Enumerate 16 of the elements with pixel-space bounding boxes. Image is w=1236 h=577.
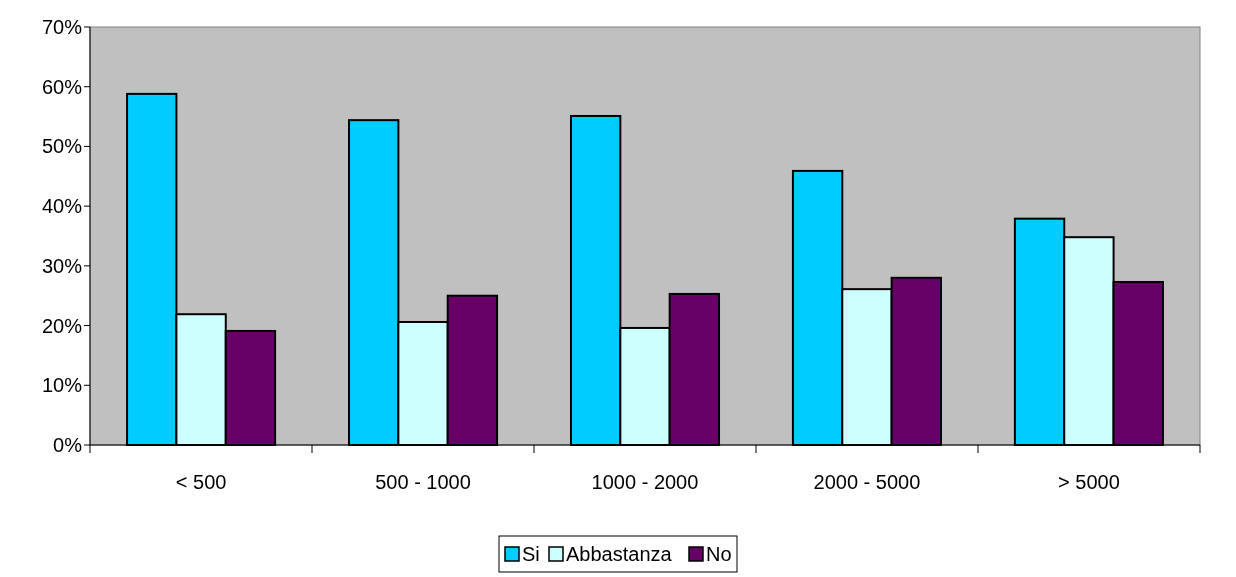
y-tick-label: 50%: [41, 135, 83, 158]
x-tick-label: > 5000: [1058, 471, 1120, 493]
x-tick-label: < 500: [175, 471, 227, 493]
y-tick-label: 70%: [41, 16, 83, 38]
y-tick-label: 10%: [41, 374, 83, 397]
y-tick-label: 20%: [41, 314, 83, 337]
y-tick-label: 60%: [41, 75, 83, 98]
y-tick-label: 40%: [41, 195, 83, 218]
y-tick-label: 0%: [53, 434, 83, 456]
y-tick-label: 30%: [41, 254, 83, 277]
x-tick-label: 1000 - 2000: [591, 471, 699, 493]
legend-label: Si: [522, 543, 540, 565]
legend-label: No: [706, 543, 732, 565]
x-tick-label: 500 - 1000: [375, 471, 471, 493]
x-tick-label: 2000 - 5000: [813, 471, 921, 493]
legend-label: Abbastanza: [566, 543, 673, 565]
